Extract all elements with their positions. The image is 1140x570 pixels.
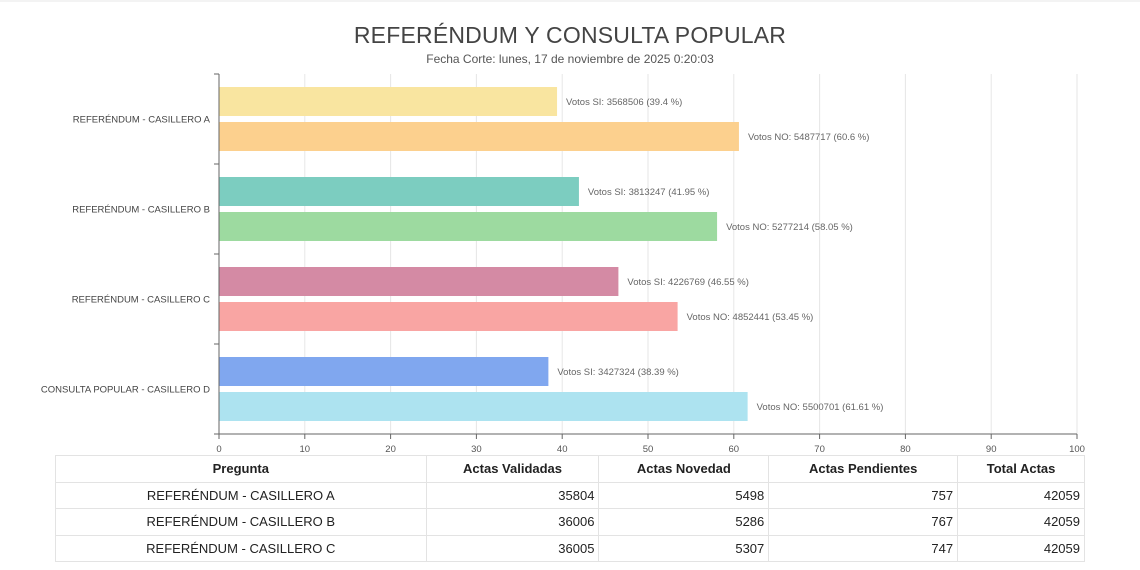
bar-no: [219, 122, 739, 151]
table-header-row: Pregunta Actas Validadas Actas Novedad A…: [55, 455, 1085, 483]
data-label-si: Votos SI: 3427324 (38.39 %): [557, 367, 678, 378]
cell-actas-validadas: 35804: [425, 481, 600, 509]
data-label-no: Votos NO: 5487717 (60.6 %): [748, 132, 869, 143]
x-tick-label: 100: [1069, 444, 1085, 455]
category-label: REFERÉNDUM - CASILLERO C: [72, 295, 210, 306]
header-pregunta: Pregunta: [55, 455, 427, 483]
data-label-si: Votos SI: 3568506 (39.4 %): [566, 97, 682, 108]
bar-chart: Votos SI: 3568506 (39.4 %) Votos NO: 5487…: [41, 73, 1085, 455]
chart-title: REFERÉNDUM Y CONSULTA POPULAR: [353, 22, 787, 48]
x-tick-label: 30: [471, 444, 482, 455]
category-label: CONSULTA POPULAR - CASILLERO D: [41, 385, 210, 396]
x-tick-label: 60: [729, 444, 740, 455]
x-tick-label: 90: [986, 444, 997, 455]
cell-actas-validadas: 36006: [425, 508, 600, 536]
category-label: REFERÉNDUM - CASILLERO A: [73, 115, 211, 126]
header-total-actas: Total Actas: [957, 455, 1085, 483]
header-actas-novedad: Actas Novedad: [598, 455, 770, 483]
data-label-si: Votos SI: 3813247 (41.95 %): [588, 187, 709, 198]
bar-no: [219, 392, 748, 421]
results-table: Pregunta Actas Validadas Actas Novedad A…: [55, 455, 1085, 562]
bar-si: [219, 357, 549, 386]
header-actas-validadas: Actas Validadas: [425, 455, 600, 483]
x-tick-label: 80: [900, 444, 911, 455]
cell-actas-validadas: 36005: [425, 534, 600, 562]
x-tick-label: 10: [300, 444, 311, 455]
x-tick-label: 0: [216, 444, 221, 455]
cell-actas-novedad: 5307: [598, 534, 770, 562]
x-tick-label: 70: [814, 444, 825, 455]
x-tick-label: 50: [643, 444, 654, 455]
header-actas-pendientes: Actas Pendientes: [768, 455, 959, 483]
top-rule: [0, 0, 1140, 2]
bar-no: [219, 302, 678, 331]
cell-actas-pendientes: 757: [768, 481, 959, 509]
bar-no: [219, 212, 718, 241]
x-tick-label: 20: [385, 444, 396, 455]
cell-actas-pendientes: 767: [768, 508, 959, 536]
x-tick-label: 40: [557, 444, 568, 455]
cell-actas-novedad: 5498: [598, 481, 770, 509]
bar-si: [219, 267, 619, 296]
table-row: REFERÉNDUM - CASILLERO B 36006 5286 767 …: [55, 508, 1085, 536]
data-label-no: Votos NO: 5500701 (61.61 %): [757, 402, 884, 413]
data-label-no: Votos NO: 5277214 (58.05 %): [726, 222, 853, 233]
table-row: REFERÉNDUM - CASILLERO A 35804 5498 757 …: [55, 481, 1085, 509]
data-label-no: Votos NO: 4852441 (53.45 %): [687, 312, 814, 323]
table-row: REFERÉNDUM - CASILLERO C 36005 5307 747 …: [55, 534, 1085, 562]
cell-pregunta: REFERÉNDUM - CASILLERO C: [55, 534, 427, 562]
cell-pregunta: REFERÉNDUM - CASILLERO B: [55, 508, 427, 536]
category-label: REFERÉNDUM - CASILLERO B: [72, 205, 210, 216]
cell-total-actas: 42059: [957, 481, 1085, 509]
bar-si: [219, 177, 579, 206]
cell-total-actas: 42059: [957, 508, 1085, 536]
bar-si: [219, 87, 558, 116]
data-label-si: Votos SI: 4226769 (46.55 %): [627, 277, 748, 288]
cell-pregunta: REFERÉNDUM - CASILLERO A: [55, 481, 427, 509]
chart-subtitle: Fecha Corte: lunes, 17 de noviembre de 2…: [426, 52, 714, 66]
cell-total-actas: 42059: [957, 534, 1085, 562]
cell-actas-pendientes: 747: [768, 534, 959, 562]
cell-actas-novedad: 5286: [598, 508, 770, 536]
